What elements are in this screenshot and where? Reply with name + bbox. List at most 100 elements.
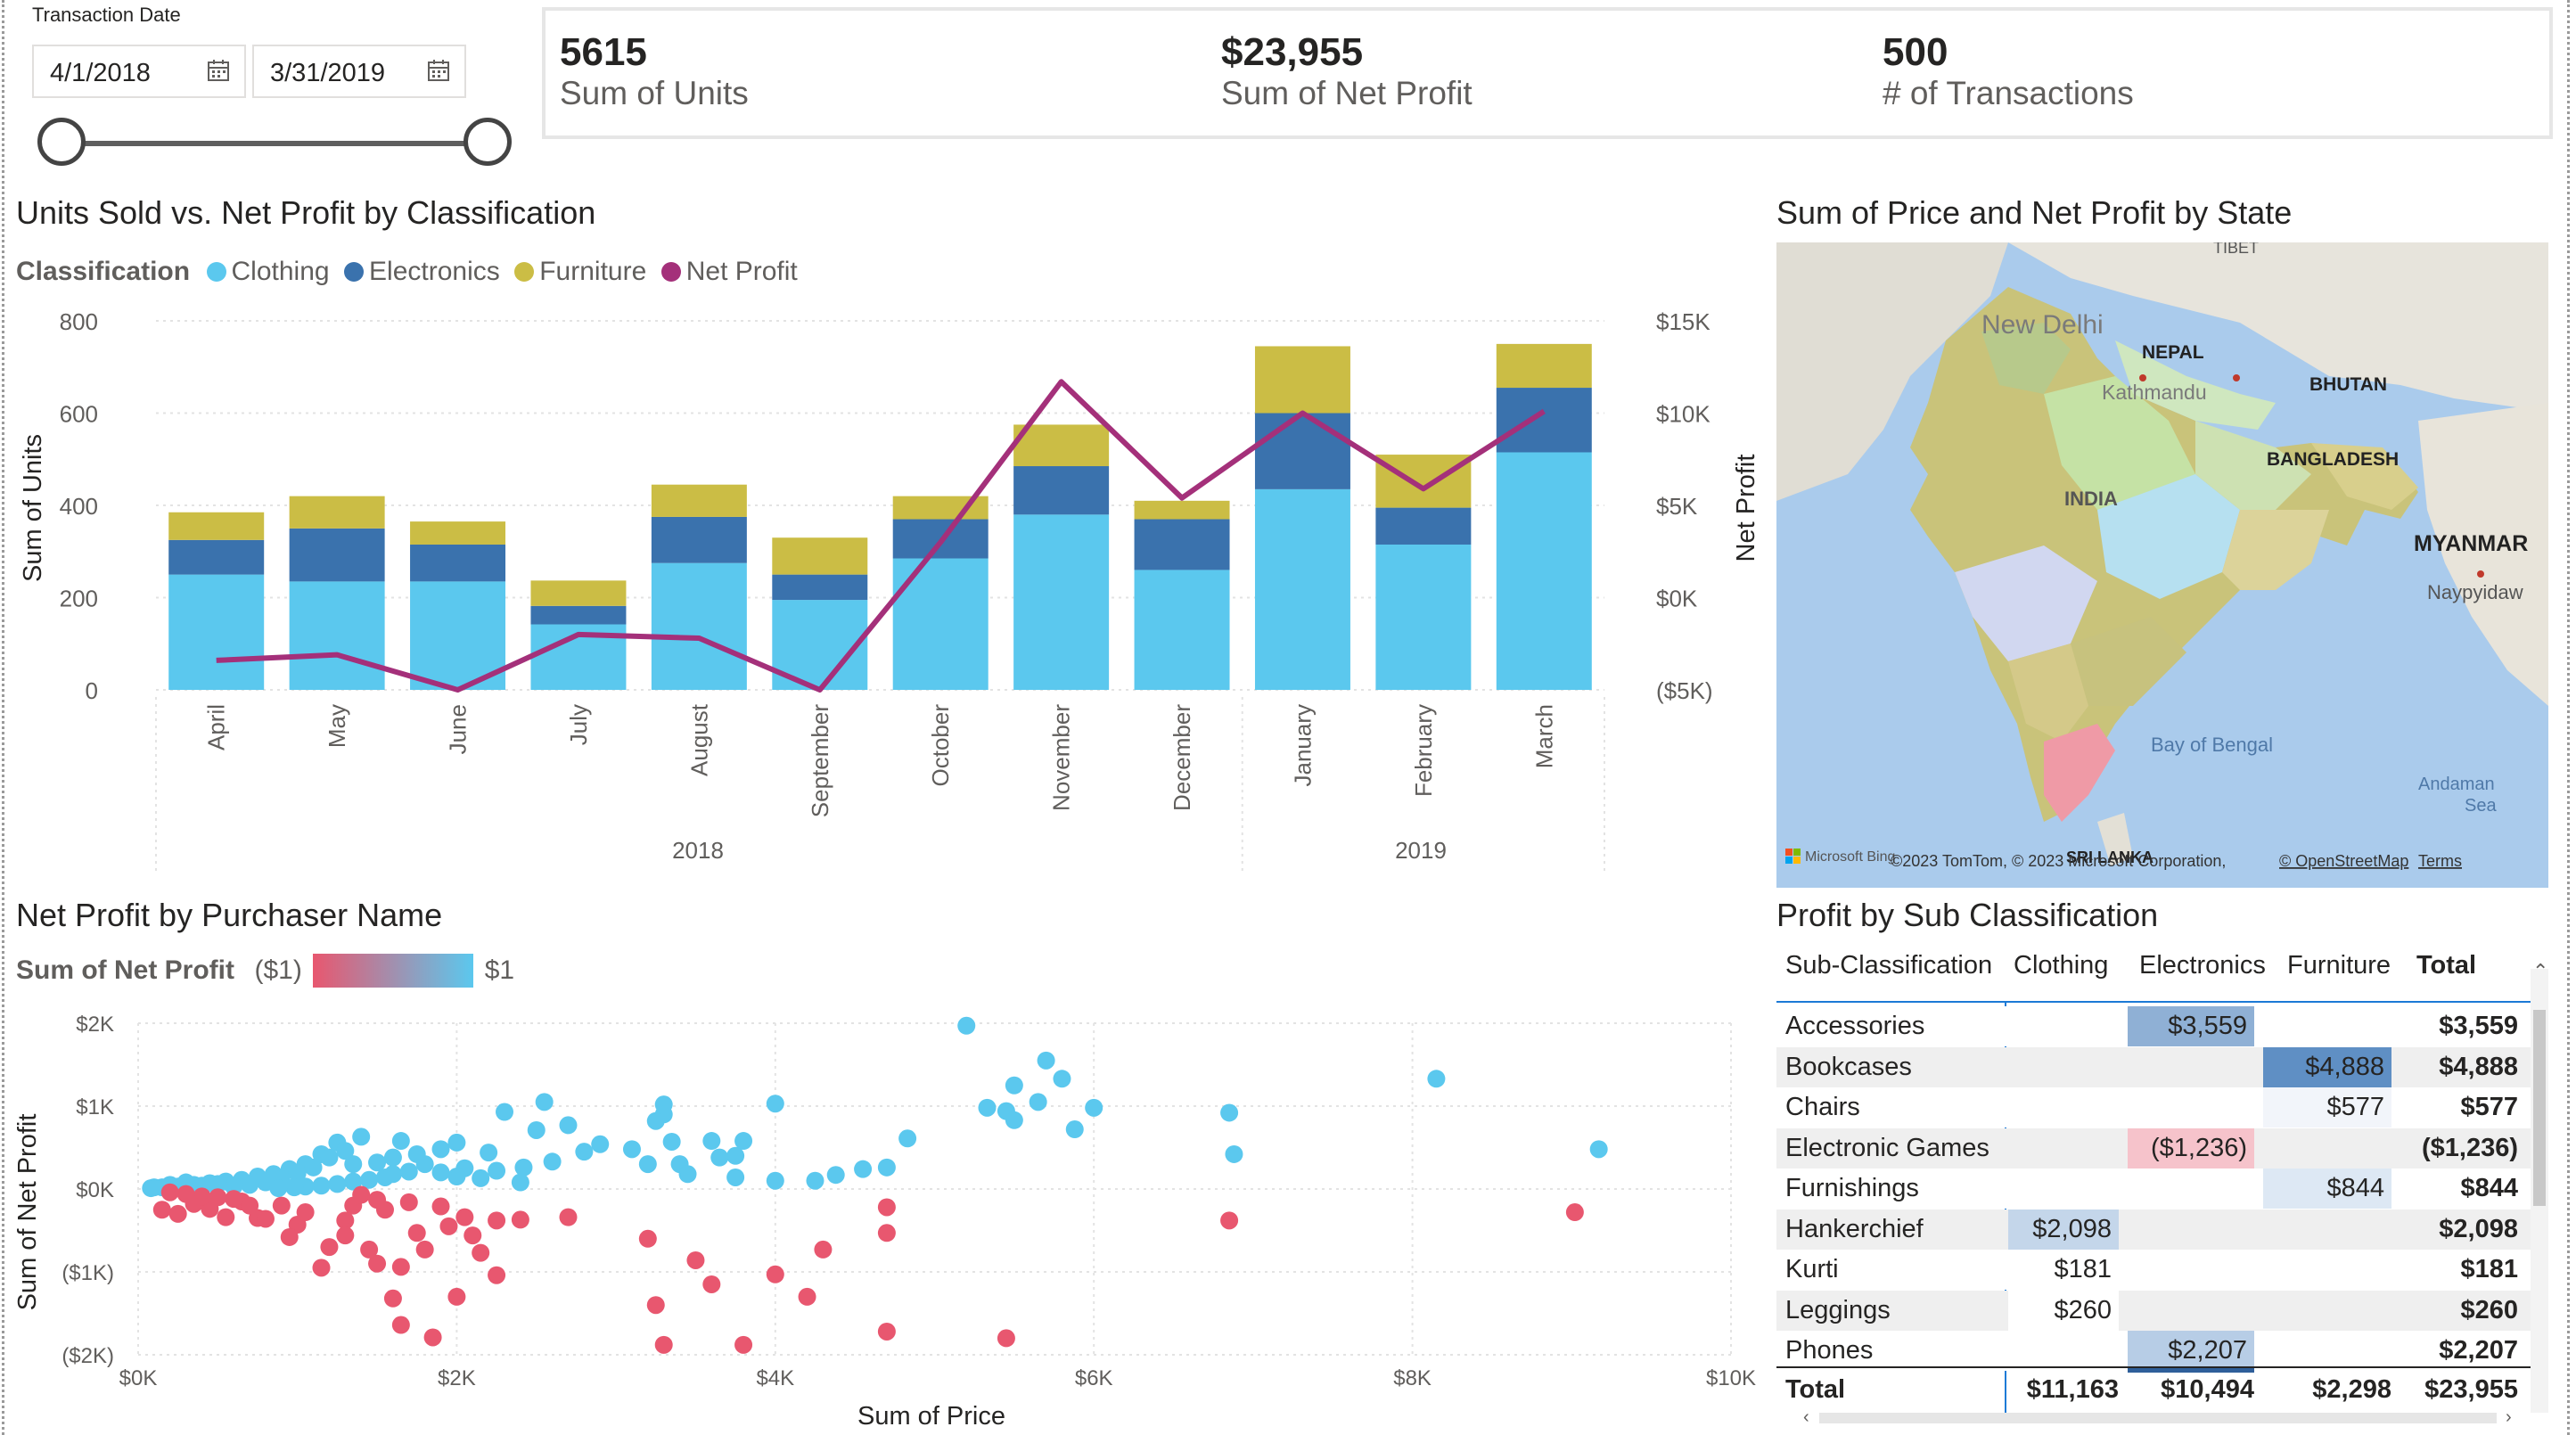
matrix-row[interactable]: Phones $2,207 $2,207 (1776, 1331, 2531, 1373)
matrix-header-sub-classification[interactable]: Sub-Classification (1785, 951, 1993, 980)
scatter-point[interactable] (312, 1259, 331, 1277)
scatter-point[interactable] (464, 1226, 482, 1245)
scatter-point[interactable] (877, 1224, 896, 1242)
scatter-point[interactable] (217, 1208, 235, 1226)
scatter-point[interactable] (798, 1287, 816, 1306)
scatter-point[interactable] (272, 1196, 291, 1215)
bar-clothing-october[interactable] (892, 558, 989, 690)
slider-end-handle[interactable] (464, 118, 512, 166)
scatter-point[interactable] (1589, 1140, 1608, 1159)
scatter-point[interactable] (328, 1175, 347, 1193)
openstreetmap-link[interactable]: © OpenStreetMap (2279, 852, 2408, 870)
scatter-point[interactable] (686, 1250, 705, 1269)
scatter-point[interactable] (288, 1164, 307, 1183)
scatter-point[interactable] (225, 1177, 243, 1196)
scatter-point[interactable] (1037, 1051, 1055, 1070)
matrix-row[interactable]: Chairs $577 $577 (1776, 1087, 2531, 1128)
scatter-point[interactable] (176, 1185, 195, 1203)
scatter-point[interactable] (285, 1178, 304, 1197)
calendar-icon[interactable] (207, 59, 230, 82)
scatter-point[interactable] (1065, 1120, 1084, 1139)
bar-electronics-july[interactable] (530, 605, 627, 625)
scatter-point[interactable] (225, 1190, 243, 1209)
matrix-row[interactable]: Accessories $3,559 $3,559 (1776, 1006, 2531, 1046)
scatter-point[interactable] (826, 1166, 845, 1185)
legend-item-furniture[interactable]: Furniture (514, 257, 646, 286)
matrix-header-furniture[interactable]: Furniture (2287, 951, 2391, 980)
scatter-point[interactable] (431, 1163, 450, 1182)
scatter-point[interactable] (168, 1204, 187, 1223)
matrix-scroll-thumb[interactable] (2533, 1010, 2546, 1206)
bar-electronics-december[interactable] (1134, 519, 1230, 570)
scatter-point[interactable] (360, 1240, 379, 1259)
end-date-input[interactable]: 3/31/2019 (252, 45, 466, 98)
scatter-point[interactable] (646, 1111, 665, 1130)
slider-start-handle[interactable] (37, 118, 86, 166)
scatter-point[interactable] (352, 1128, 371, 1146)
scatter-point[interactable] (375, 1168, 394, 1186)
scatter-point[interactable] (997, 1329, 1015, 1348)
scatter-point[interactable] (368, 1191, 387, 1210)
scatter-point[interactable] (447, 1168, 466, 1186)
combo-chart[interactable]: 800 $15K 600 $10K 400 $5K 200 $0K 0 ($5K) April May… (0, 294, 1774, 882)
bar-electronics-february[interactable] (1375, 507, 1472, 545)
scatter-point[interactable] (415, 1155, 434, 1174)
scatter-point[interactable] (480, 1144, 498, 1162)
scatter-point[interactable] (496, 1103, 514, 1121)
bar-clothing-may[interactable] (289, 581, 385, 690)
scatter-point[interactable] (391, 1316, 410, 1334)
legend-item-electronics[interactable]: Electronics (344, 257, 500, 286)
scatter-point[interactable] (391, 1258, 410, 1276)
scatter-point[interactable] (511, 1210, 529, 1229)
scatter-point[interactable] (488, 1266, 506, 1284)
bar-furniture-december[interactable] (1134, 500, 1230, 520)
scatter-point[interactable] (472, 1243, 490, 1262)
bar-clothing-january[interactable] (1254, 488, 1350, 690)
bar-clothing-november[interactable] (1013, 514, 1110, 690)
scatter-point[interactable] (734, 1132, 753, 1151)
bar-furniture-november[interactable] (1013, 424, 1110, 467)
matrix-horizontal-scrollbar[interactable] (1819, 1413, 2497, 1423)
bar-clothing-june[interactable] (410, 581, 506, 690)
matrix-header-clothing[interactable]: Clothing (2014, 951, 2109, 980)
scatter-point[interactable] (1005, 1076, 1023, 1095)
bar-clothing-march[interactable] (1496, 452, 1592, 690)
scatter-point[interactable] (1427, 1070, 1446, 1088)
bar-furniture-march[interactable] (1496, 343, 1592, 389)
scatter-point[interactable] (455, 1208, 474, 1226)
scatter-point[interactable] (702, 1132, 721, 1151)
matrix-row[interactable]: Furnishings $844 $844 (1776, 1168, 2531, 1209)
bar-electronics-september[interactable] (772, 574, 868, 601)
scatter-point[interactable] (415, 1240, 434, 1259)
scatter-point[interactable] (472, 1168, 490, 1187)
scatter-point[interactable] (399, 1193, 418, 1211)
bar-furniture-may[interactable] (289, 496, 385, 529)
scatter-point[interactable] (638, 1229, 657, 1248)
bar-clothing-august[interactable] (651, 562, 747, 690)
bar-electronics-june[interactable] (410, 544, 506, 582)
scatter-point[interactable] (439, 1217, 458, 1235)
scroll-right-icon[interactable]: › (2506, 1407, 2512, 1427)
bar-furniture-january[interactable] (1254, 346, 1350, 414)
scatter-point[interactable] (662, 1132, 681, 1151)
net-profit-line[interactable] (216, 379, 1546, 693)
bar-electronics-november[interactable] (1013, 466, 1110, 515)
scatter-point[interactable] (383, 1289, 402, 1308)
scatter-point[interactable] (1220, 1103, 1239, 1122)
scatter-point[interactable] (622, 1140, 641, 1159)
scatter-point[interactable] (1005, 1111, 1023, 1129)
bar-electronics-march[interactable] (1496, 388, 1592, 453)
scatter-point[interactable] (152, 1201, 171, 1219)
scatter-point[interactable] (559, 1208, 578, 1226)
scatter-point[interactable] (399, 1162, 418, 1181)
scatter-point[interactable] (726, 1168, 745, 1186)
bar-clothing-february[interactable] (1375, 544, 1472, 690)
scatter-point[interactable] (814, 1240, 833, 1259)
scatter-point[interactable] (543, 1152, 562, 1171)
scatter-point[interactable] (352, 1185, 371, 1204)
bar-furniture-august[interactable] (651, 484, 747, 517)
matrix-header-electronics[interactable]: Electronics (2139, 951, 2266, 980)
scatter-point[interactable] (304, 1158, 323, 1177)
scatter-point[interactable] (978, 1098, 997, 1117)
scatter-point[interactable] (766, 1265, 784, 1283)
